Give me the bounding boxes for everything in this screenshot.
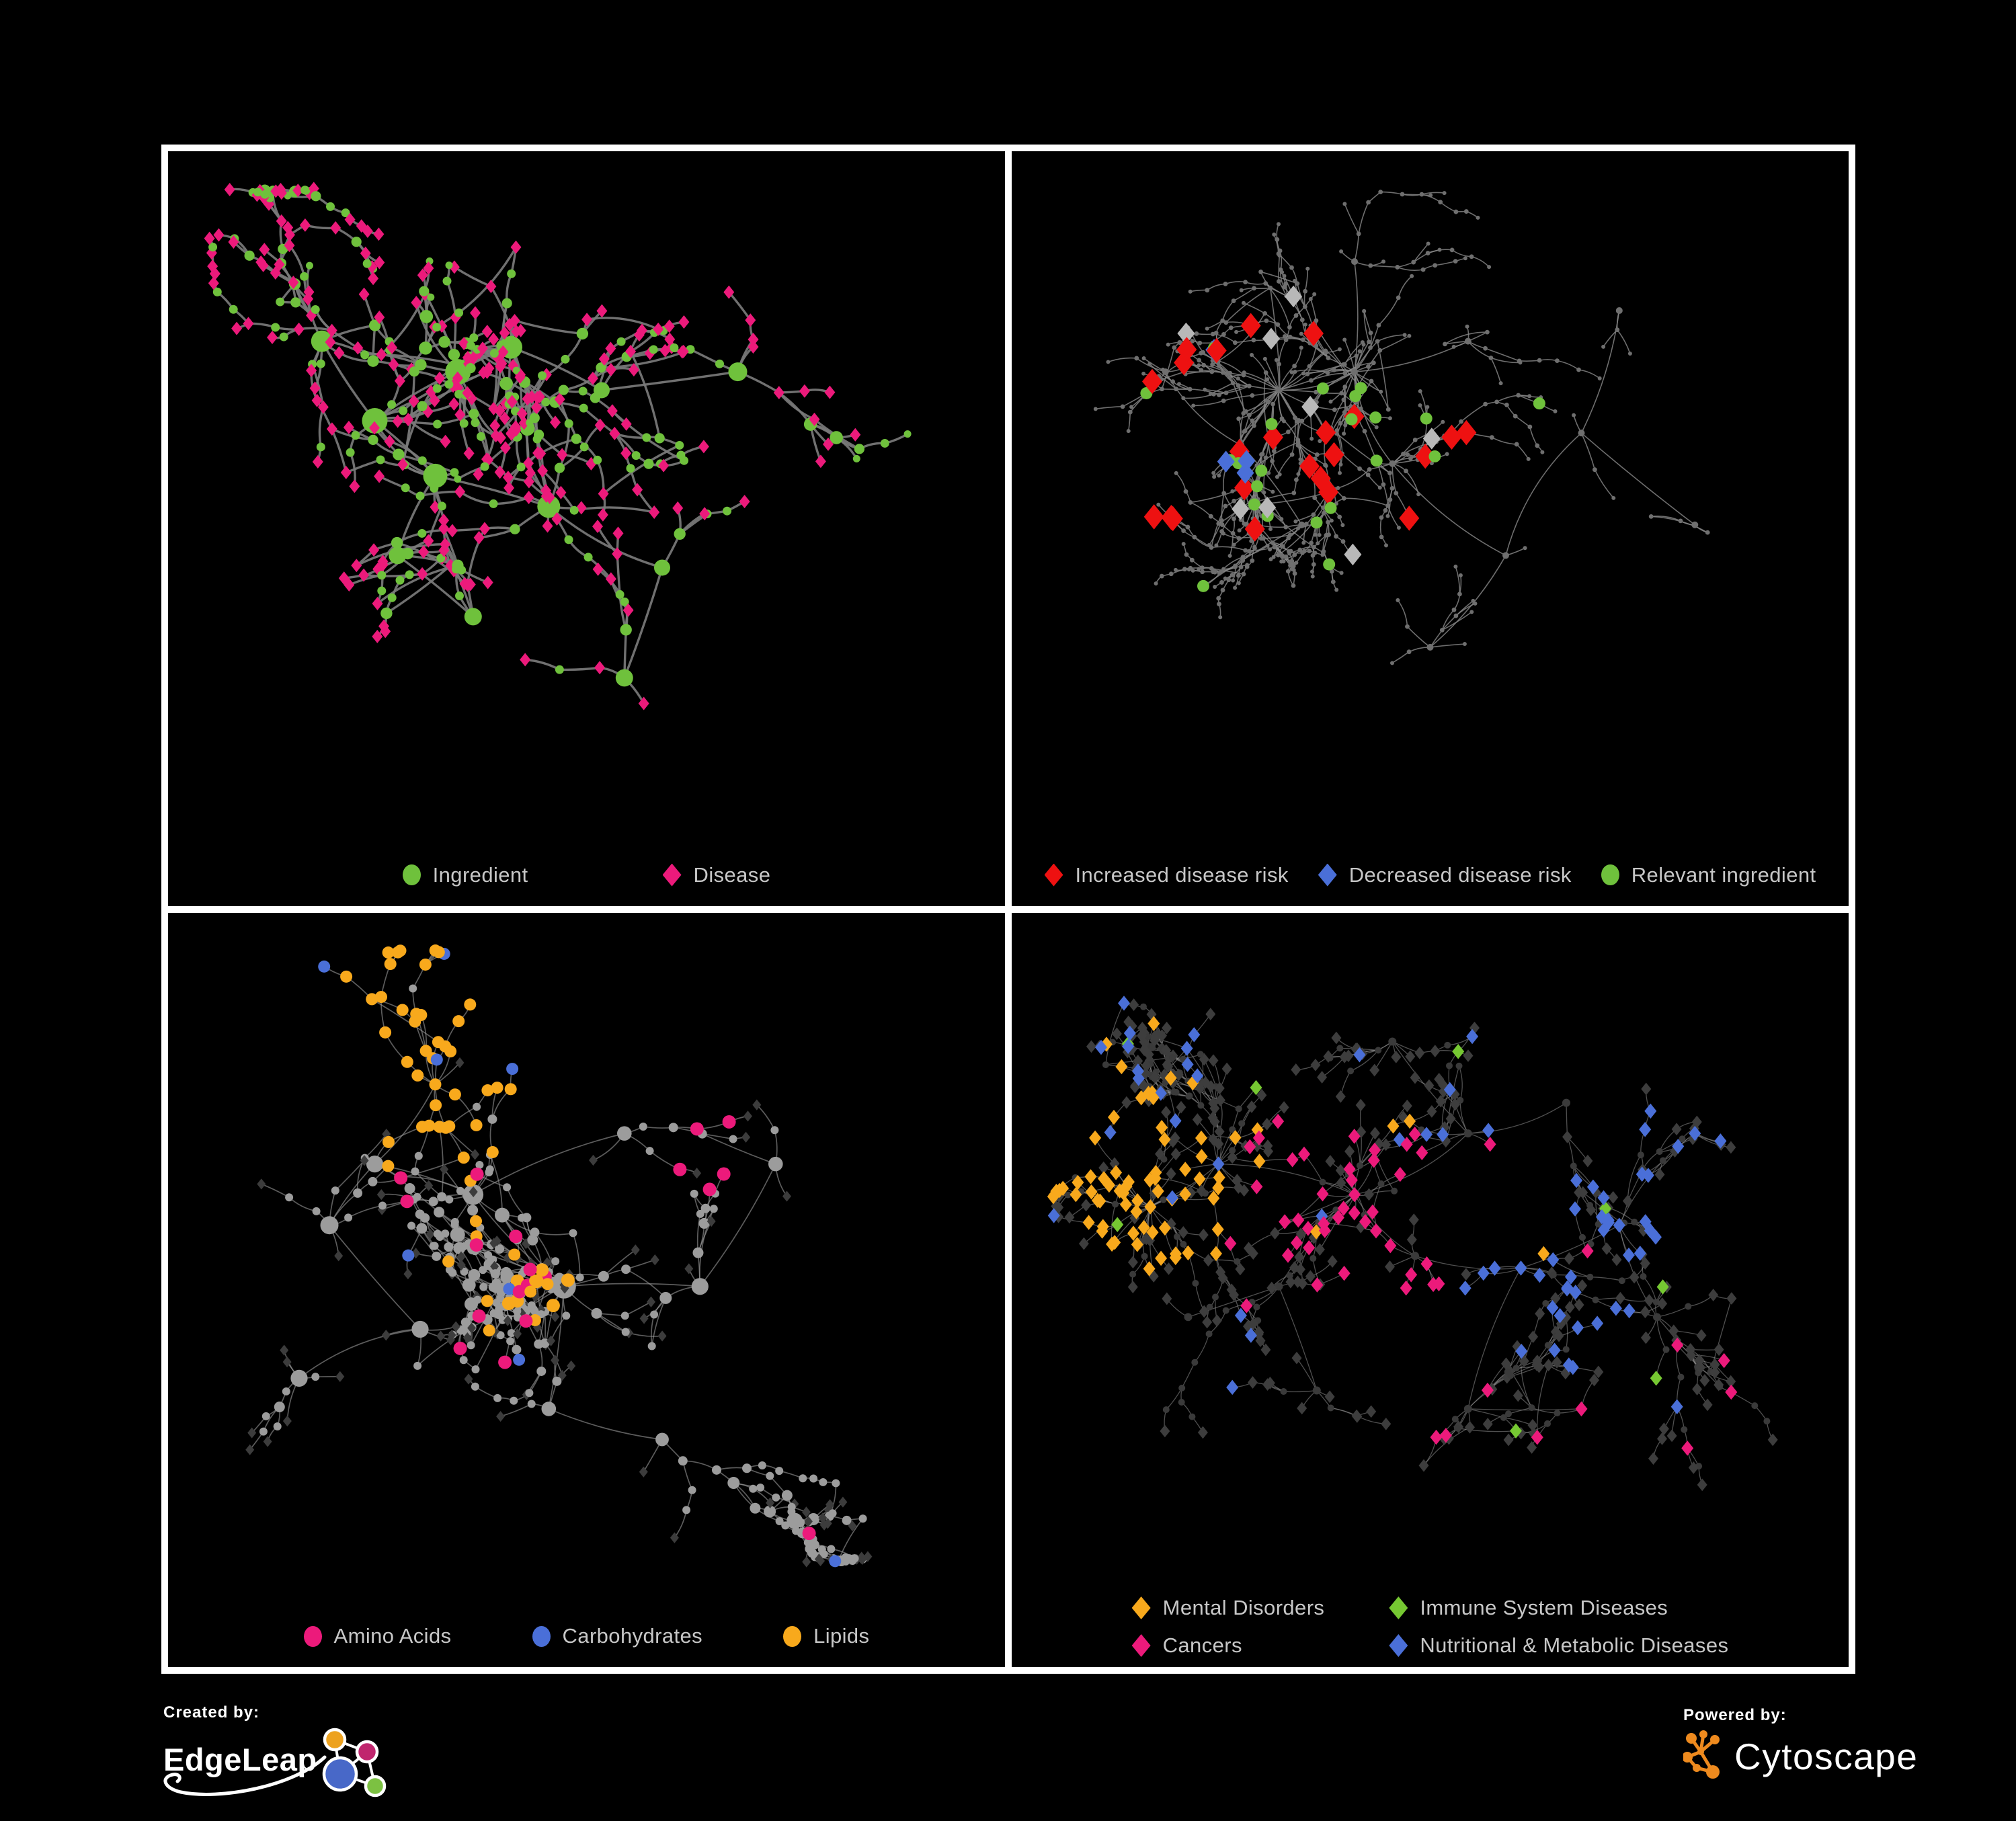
edgeleap-logo: EdgeLeap <box>163 1728 473 1804</box>
legend-swatch-diamond <box>1389 1634 1408 1657</box>
legend-item: Lipids <box>783 1624 869 1648</box>
legend-item: Ingredient <box>402 862 528 887</box>
powered-by-block: Powered by: Cytoscape <box>1683 1706 1979 1797</box>
legend-item: Mental Disorders <box>1131 1596 1325 1620</box>
legend-item-label: Ingredient <box>432 862 528 887</box>
legend-item-label: Cancers <box>1162 1633 1242 1657</box>
legend-item-label: Amino Acids <box>333 1624 452 1648</box>
panel-grid: Ingredient Disease Increased disease risk… <box>161 145 1855 1674</box>
cytoscape-logo: Cytoscape <box>1683 1729 1979 1784</box>
created-by-block: Created by: EdgeLeap <box>163 1703 473 1821</box>
disease-risk-network <box>1093 190 1710 665</box>
legend-item-label: Carbohydrates <box>562 1624 703 1648</box>
legend-item-label: Increased disease risk <box>1075 862 1289 887</box>
legend-item-label: Immune System Diseases <box>1420 1596 1668 1619</box>
legend-item-label: Disease <box>693 862 771 887</box>
cytoscape-logo-icon <box>1683 1730 1720 1779</box>
legend-item: Decreased disease risk <box>1318 863 1572 887</box>
created-by-label: Created by: <box>163 1703 260 1722</box>
legend-item: Immune System Diseases <box>1389 1596 1668 1620</box>
disease-classes-network <box>1047 995 1778 1491</box>
powered-by-label: Powered by: <box>1683 1706 1787 1724</box>
legend-item-label: Mental Disorders <box>1162 1596 1325 1619</box>
legend-swatch-diamond <box>1044 863 1063 887</box>
edgeleap-logo-icon <box>322 1728 386 1797</box>
cytoscape-logo-text: Cytoscape <box>1734 1736 1919 1777</box>
legend-swatch-circle <box>402 864 421 885</box>
edgeleap-logo-text: EdgeLeap <box>163 1742 317 1777</box>
ingredient-disease-network <box>204 181 912 711</box>
nutrient-classes-network <box>245 944 873 1568</box>
legend-disease-classes: Mental Disorders Immune System Diseases Ca… <box>1012 1596 1849 1658</box>
panel-nutrient-classes: Amino Acids Carbohydrates Lipids <box>168 912 1005 1667</box>
legend-swatch-diamond <box>1318 863 1337 887</box>
legend-item: Amino Acids <box>303 1624 452 1648</box>
legend-swatch-diamond <box>662 863 682 887</box>
legend-swatch-circle <box>1601 864 1619 885</box>
legend-item: Relevant ingredient <box>1601 863 1816 887</box>
legend-item: Carbohydrates <box>532 1624 703 1648</box>
legend-swatch-circle <box>303 1625 322 1647</box>
panel-disease-risk: Increased disease risk Decreased disease … <box>1012 151 1849 906</box>
legend-item: Disease <box>662 862 771 887</box>
legend-swatch-circle <box>532 1625 551 1647</box>
legend-swatch-diamond <box>1131 1634 1151 1657</box>
legend-item-label: Relevant ingredient <box>1631 862 1816 887</box>
legend-item-label: Lipids <box>813 1624 870 1648</box>
legend-swatch-diamond <box>1131 1596 1151 1619</box>
legend-nutrient-classes: Amino Acids Carbohydrates Lipids <box>168 1624 1005 1648</box>
legend-swatch-diamond <box>1389 1596 1408 1619</box>
panel-disease-classes: Mental Disorders Immune System Diseases Ca… <box>1012 912 1849 1667</box>
legend-ingredient-disease: Ingredient Disease <box>168 863 1005 887</box>
legend-item: Nutritional & Metabolic Diseases <box>1389 1633 1728 1658</box>
legend-item-label: Decreased disease risk <box>1348 862 1572 887</box>
panel-ingredient-disease: Ingredient Disease <box>168 151 1005 906</box>
legend-item-label: Nutritional & Metabolic Diseases <box>1420 1633 1729 1657</box>
legend-item: Increased disease risk <box>1044 862 1289 887</box>
legend-swatch-circle <box>783 1625 802 1647</box>
legend-disease-risk: Increased disease risk Decreased disease … <box>1012 863 1849 887</box>
legend-item: Cancers <box>1131 1633 1242 1658</box>
